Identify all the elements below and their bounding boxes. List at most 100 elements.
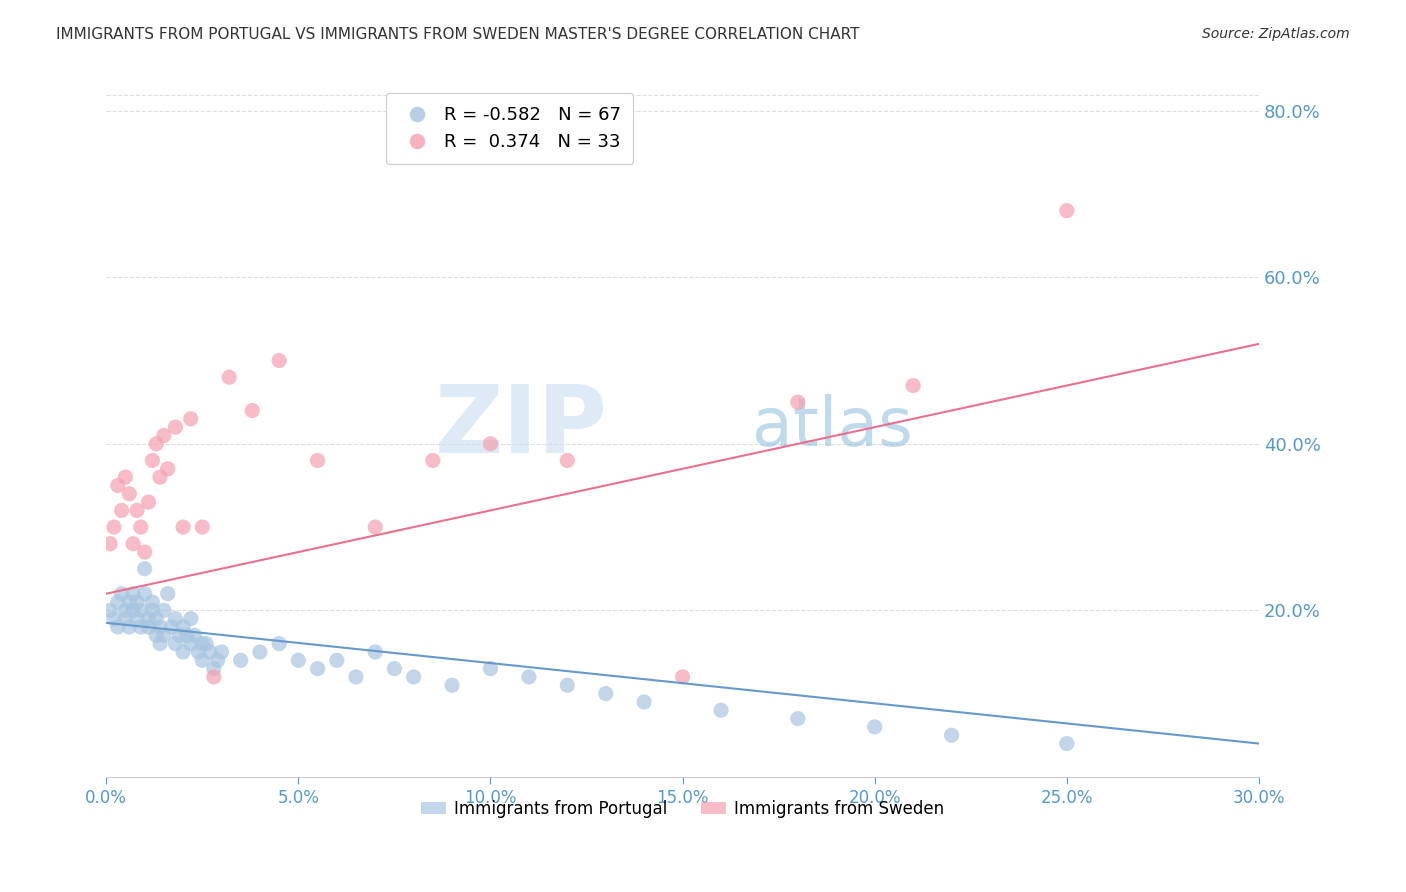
Point — [141, 453, 163, 467]
Point — [176, 628, 198, 642]
Point — [344, 670, 367, 684]
Point — [202, 662, 225, 676]
Point — [786, 395, 808, 409]
Point — [134, 587, 156, 601]
Point — [129, 620, 152, 634]
Point — [195, 637, 218, 651]
Point — [180, 637, 202, 651]
Point — [1056, 737, 1078, 751]
Point — [941, 728, 963, 742]
Point — [187, 645, 209, 659]
Point — [138, 620, 160, 634]
Point — [422, 453, 444, 467]
Point — [138, 612, 160, 626]
Point — [364, 520, 387, 534]
Point — [107, 478, 129, 492]
Point — [156, 587, 179, 601]
Point — [287, 653, 309, 667]
Point — [165, 420, 187, 434]
Point — [307, 453, 329, 467]
Point — [129, 603, 152, 617]
Point — [156, 462, 179, 476]
Point — [129, 520, 152, 534]
Point — [145, 612, 167, 626]
Point — [198, 645, 221, 659]
Point — [167, 628, 190, 642]
Point — [153, 603, 176, 617]
Point — [118, 595, 141, 609]
Point — [1056, 203, 1078, 218]
Point — [557, 678, 579, 692]
Point — [479, 662, 502, 676]
Point — [125, 503, 148, 517]
Point — [141, 595, 163, 609]
Text: Source: ZipAtlas.com: Source: ZipAtlas.com — [1202, 27, 1350, 41]
Point — [364, 645, 387, 659]
Point — [180, 612, 202, 626]
Point — [326, 653, 349, 667]
Point — [107, 620, 129, 634]
Point — [249, 645, 271, 659]
Point — [125, 595, 148, 609]
Point — [671, 670, 693, 684]
Point — [165, 612, 187, 626]
Point — [141, 603, 163, 617]
Point — [114, 603, 136, 617]
Point — [134, 562, 156, 576]
Point — [103, 612, 125, 626]
Point — [229, 653, 252, 667]
Point — [786, 712, 808, 726]
Point — [240, 403, 263, 417]
Point — [863, 720, 886, 734]
Point — [145, 437, 167, 451]
Point — [145, 628, 167, 642]
Point — [384, 662, 406, 676]
Text: atlas: atlas — [752, 394, 912, 460]
Text: ZIP: ZIP — [434, 381, 607, 473]
Point — [118, 487, 141, 501]
Point — [479, 437, 502, 451]
Point — [165, 637, 187, 651]
Point — [307, 662, 329, 676]
Point — [207, 653, 229, 667]
Point — [202, 670, 225, 684]
Point — [98, 537, 121, 551]
Legend: Immigrants from Portugal, Immigrants from Sweden: Immigrants from Portugal, Immigrants fro… — [415, 793, 950, 824]
Point — [153, 628, 176, 642]
Point — [110, 503, 132, 517]
Point — [191, 653, 214, 667]
Point — [118, 620, 141, 634]
Point — [218, 370, 240, 384]
Point — [633, 695, 655, 709]
Point — [122, 587, 145, 601]
Point — [110, 587, 132, 601]
Point — [138, 495, 160, 509]
Point — [172, 520, 194, 534]
Point — [103, 520, 125, 534]
Point — [160, 620, 183, 634]
Point — [172, 620, 194, 634]
Point — [402, 670, 425, 684]
Point — [191, 520, 214, 534]
Point — [269, 353, 291, 368]
Point — [557, 453, 579, 467]
Point — [183, 628, 205, 642]
Point — [269, 637, 291, 651]
Point — [134, 545, 156, 559]
Point — [595, 687, 617, 701]
Point — [710, 703, 733, 717]
Point — [149, 637, 172, 651]
Point — [180, 412, 202, 426]
Point — [901, 378, 924, 392]
Point — [98, 603, 121, 617]
Point — [125, 612, 148, 626]
Point — [191, 637, 214, 651]
Point — [517, 670, 540, 684]
Point — [149, 470, 172, 484]
Point — [122, 537, 145, 551]
Point — [114, 612, 136, 626]
Point — [149, 620, 172, 634]
Point — [122, 603, 145, 617]
Point — [211, 645, 233, 659]
Point — [153, 428, 176, 442]
